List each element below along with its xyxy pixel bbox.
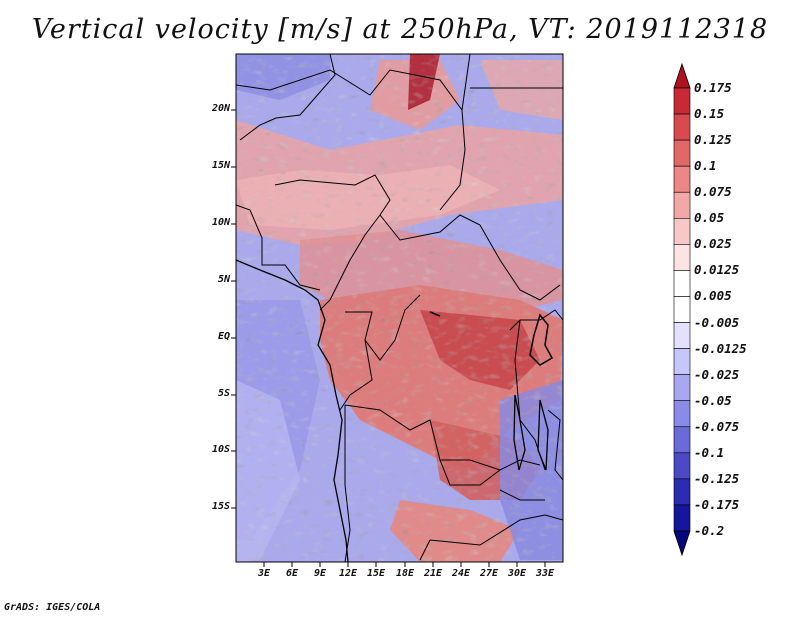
lon-tick-label: 21E (423, 568, 443, 579)
colorbar-swatch (673, 426, 691, 454)
colorbar-swatch (673, 139, 691, 167)
lon-tick-label: 6E (285, 568, 299, 579)
colorbar-top-arrow (673, 62, 691, 89)
colorbar-swatch (673, 113, 691, 141)
colorbar-swatch (673, 504, 691, 532)
colorbar-label: 0.0125 (694, 262, 740, 278)
colorbar-label: -0.025 (694, 366, 740, 382)
colorbar-swatch (673, 374, 691, 402)
colorbar-label: 0.025 (694, 236, 732, 252)
lon-tick-label: 15E (366, 568, 386, 579)
lat-tick-label: 20N (211, 103, 230, 114)
country-borders (236, 54, 563, 562)
colorbar-label: 0.15 (694, 106, 725, 122)
colorbar-swatch (673, 244, 691, 271)
lon-tick-label: 30E (507, 568, 527, 579)
coastline (236, 259, 554, 562)
grads-credit: GrADS: IGES/COLA (4, 602, 101, 613)
lon-tick-label: 3E (257, 568, 271, 579)
lat-tick-label: 10N (211, 217, 230, 228)
colorbar-swatch (673, 165, 691, 193)
lon-tick-label: 9E (313, 568, 327, 579)
lat-tick-label: 15S (211, 501, 230, 512)
colorbar-label: -0.1 (694, 444, 725, 460)
colorbar-swatch (673, 322, 691, 349)
lat-tick-label: EQ (217, 331, 230, 342)
colorbar-bottom-arrow (673, 530, 691, 557)
lon-tick-label: 24E (451, 568, 471, 579)
colorbar-label: -0.075 (694, 418, 740, 434)
lon-tick-label: 27E (479, 568, 499, 579)
colorbar-label: 0.1 (694, 158, 717, 174)
colorbar-swatch (673, 452, 691, 480)
colorbar-swatch (673, 478, 691, 506)
colorbar-swatch (673, 348, 691, 375)
velocity-field (236, 54, 563, 562)
colorbar-label: 0.125 (694, 132, 732, 148)
lon-tick-marks (263, 562, 546, 567)
lon-tick-label: 18E (395, 568, 415, 579)
colorbar-swatch (673, 270, 691, 297)
colorbar-label: 0.005 (694, 288, 732, 304)
colorbar-label: -0.005 (694, 314, 740, 330)
lon-tick-label: 12E (338, 568, 358, 579)
lat-tick-marks (231, 109, 236, 509)
colorbar-label: 0.05 (694, 210, 725, 226)
lat-tick-label: 5N (217, 274, 230, 285)
colorbar-label: 0.175 (694, 80, 732, 95)
lat-tick-label: 5S (217, 388, 230, 399)
colorbar-label: -0.175 (694, 496, 740, 512)
colorbar-label: -0.05 (694, 392, 732, 408)
colorbar-swatch (673, 296, 691, 323)
colorbar-label: -0.2 (694, 523, 725, 538)
plot-title: Vertical velocity [m/s] at 250hPa, VT: 2… (31, 14, 769, 45)
lat-tick-label: 15N (211, 160, 230, 171)
colorbar-swatch (673, 191, 691, 219)
lon-tick-label: 33E (535, 568, 555, 579)
colorbar-swatch (673, 217, 691, 245)
map-frame (235, 53, 564, 563)
lat-tick-label: 10S (211, 444, 230, 455)
colorbar-label: 0.075 (694, 184, 732, 200)
colorbar-label: -0.125 (694, 470, 740, 486)
colorbar-swatch (673, 400, 691, 428)
colorbar (673, 62, 691, 557)
colorbar-swatch (673, 87, 691, 115)
colorbar-label: -0.0125 (694, 340, 747, 356)
